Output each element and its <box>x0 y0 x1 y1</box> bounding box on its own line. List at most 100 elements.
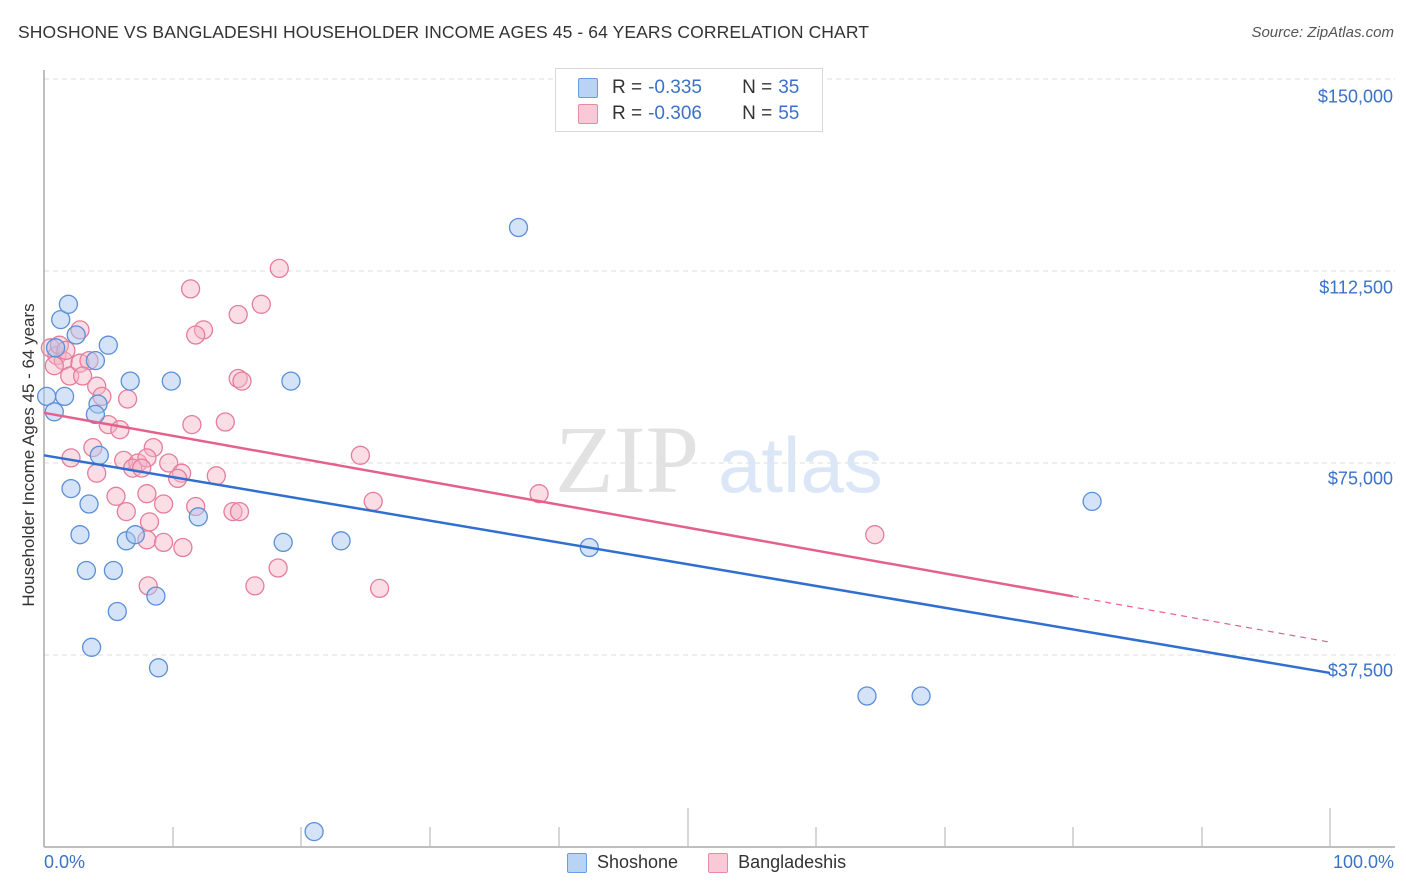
r-value: -0.335 <box>648 77 702 98</box>
y-tick-75000: $75,000 <box>1327 468 1393 489</box>
y-tick-37500: $37,500 <box>1327 660 1393 681</box>
data-point <box>180 279 201 299</box>
data-point <box>245 576 265 596</box>
data-point <box>273 532 293 553</box>
data-point <box>508 217 529 238</box>
data-point <box>182 414 202 435</box>
data-point <box>1082 491 1102 512</box>
watermark-zip: ZIP <box>555 406 699 513</box>
data-point <box>85 404 106 425</box>
data-point <box>45 338 66 358</box>
series-legend: Shoshone Bangladeshis <box>567 852 876 873</box>
y-tick-150000: $150,000 <box>1317 86 1393 107</box>
data-point <box>529 484 549 504</box>
data-point <box>911 686 931 706</box>
data-point <box>281 371 301 391</box>
data-point <box>143 437 163 458</box>
correlation-legend: R = -0.335 N = 35 R = -0.306 N = 55 <box>555 68 823 132</box>
data-point <box>268 558 288 578</box>
data-point <box>148 658 169 678</box>
data-point <box>369 578 390 599</box>
data-point <box>215 412 235 432</box>
data-point <box>58 294 79 314</box>
source-label: Source: ZipAtlas.com <box>1251 24 1394 41</box>
data-point <box>251 294 271 314</box>
trend-lines <box>43 411 1331 675</box>
chart-title: SHOSHONE VS BANGLADESHI HOUSEHOLDER INCO… <box>18 22 870 42</box>
watermark: ZIP atlas <box>555 406 883 513</box>
r-value: -0.306 <box>648 103 702 124</box>
legend-row-shoshone: R = -0.335 N = 35 <box>578 76 799 100</box>
shoshone-swatch-icon <box>578 78 598 98</box>
data-point <box>79 494 99 514</box>
data-point <box>76 560 97 581</box>
n-value: 35 <box>778 77 800 98</box>
x-ticks <box>172 808 1331 847</box>
data-point <box>865 525 885 545</box>
data-point <box>363 491 383 512</box>
data-point <box>44 356 64 376</box>
data-point <box>125 525 145 545</box>
data-point <box>153 532 174 553</box>
legend-label: Bangladeshis <box>738 852 847 872</box>
watermark-atlas: atlas <box>718 421 883 509</box>
data-point <box>103 560 124 581</box>
data-point <box>153 494 174 514</box>
data-point <box>186 325 206 345</box>
shoshone-trend-line <box>43 454 1331 675</box>
bangladeshi-trend-line <box>43 411 1074 598</box>
n-label: N = <box>742 77 773 98</box>
data-point <box>81 637 102 657</box>
legend-item-bangladeshis[interactable]: Bangladeshis <box>708 852 846 873</box>
bangladeshi-swatch-icon <box>578 104 598 124</box>
data-point <box>304 821 324 842</box>
bangladeshi-swatch-icon <box>708 852 729 873</box>
shoshone-points <box>36 217 1102 842</box>
data-point <box>146 586 166 606</box>
data-point <box>107 601 127 622</box>
data-point <box>72 366 93 386</box>
x-tick-min: 0.0% <box>44 852 86 872</box>
legend-item-shoshone[interactable]: Shoshone <box>567 852 678 873</box>
data-point <box>87 463 107 483</box>
data-point <box>54 386 75 407</box>
data-point <box>228 304 248 325</box>
data-point <box>116 501 136 522</box>
y-tick-112500: $112,500 <box>1319 277 1393 298</box>
data-point <box>110 420 130 440</box>
data-point <box>139 512 160 532</box>
data-point <box>137 484 157 504</box>
n-value: 55 <box>778 103 800 124</box>
data-point <box>106 486 126 506</box>
shoshone-swatch-icon <box>567 852 587 873</box>
x-tick-max: 100.0% <box>1332 852 1394 872</box>
y-axis-label: Householder Income Ages 45 - 64 years <box>19 303 38 607</box>
data-point <box>137 448 157 468</box>
data-point <box>132 458 152 478</box>
data-point <box>232 371 252 391</box>
data-point <box>66 325 86 345</box>
data-point <box>269 258 289 279</box>
n-label: N = <box>742 103 773 124</box>
r-label: R = <box>612 103 643 124</box>
data-point <box>89 445 109 465</box>
data-point <box>229 501 250 522</box>
data-point <box>223 501 243 522</box>
legend-row-bangladeshis: R = -0.306 N = 55 <box>578 102 799 126</box>
data-point <box>98 335 118 355</box>
data-point <box>159 453 179 473</box>
data-point <box>44 402 64 422</box>
r-label: R = <box>612 77 643 98</box>
legend-label: Shoshone <box>597 852 679 872</box>
data-point <box>51 309 71 330</box>
data-point <box>70 525 90 545</box>
data-point <box>85 350 106 371</box>
axes <box>43 70 1395 848</box>
data-point <box>61 478 81 499</box>
data-point <box>161 371 181 391</box>
data-point <box>188 507 208 527</box>
data-point <box>173 537 193 558</box>
data-point <box>857 686 877 706</box>
data-point <box>331 531 351 551</box>
